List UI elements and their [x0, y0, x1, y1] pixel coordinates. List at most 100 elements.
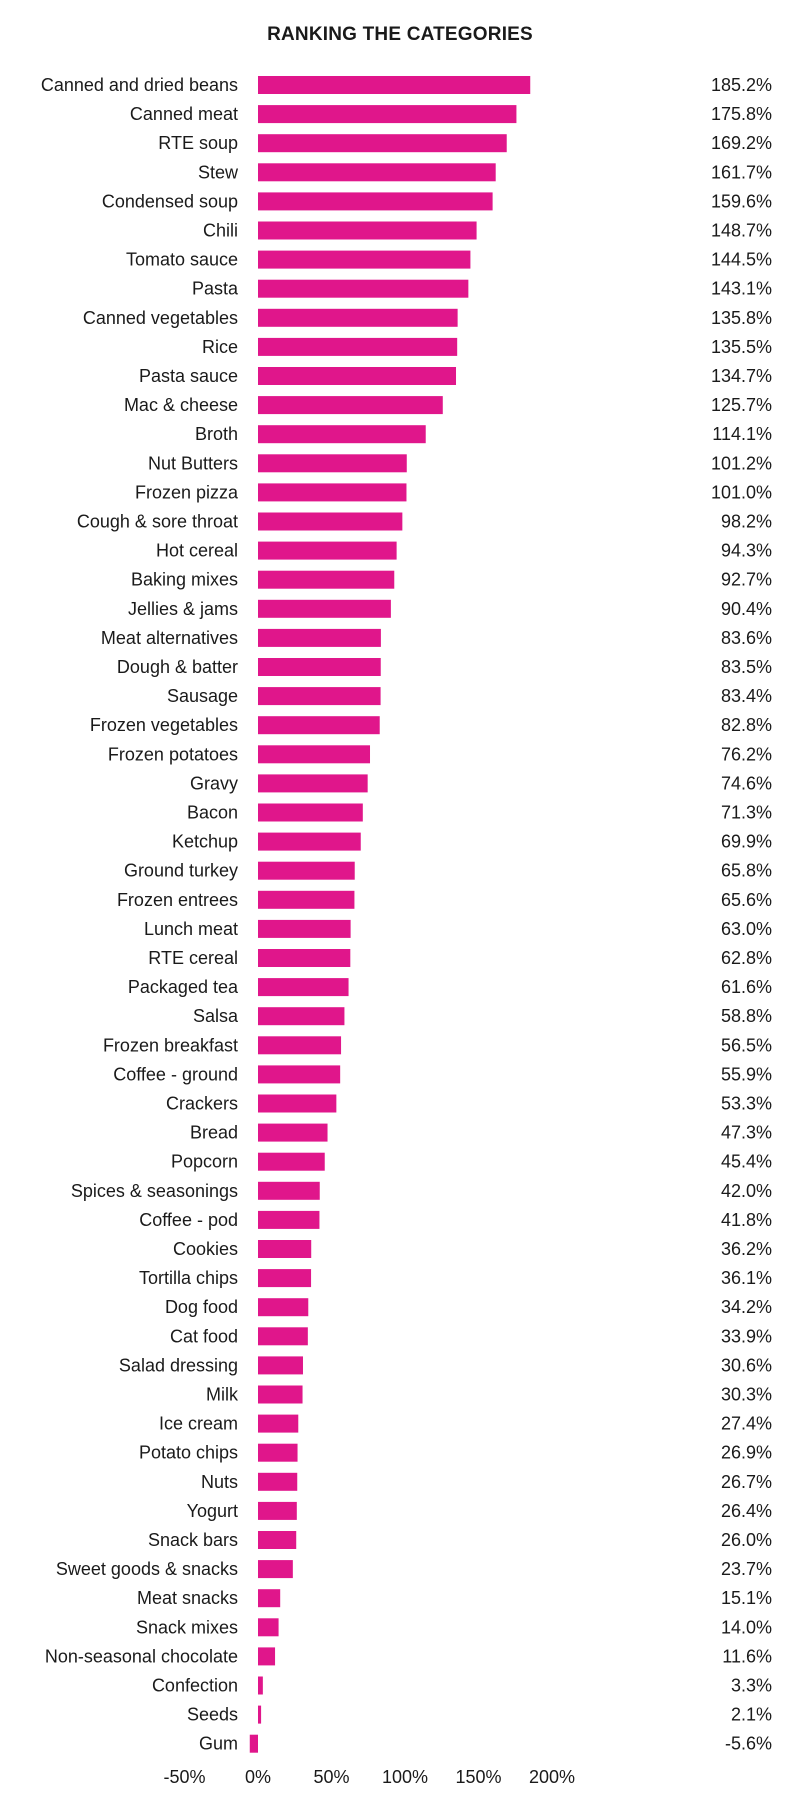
value-label: 185.2% [711, 75, 772, 95]
bar [258, 367, 457, 385]
category-label: Nuts [201, 1472, 238, 1492]
value-label: 94.3% [721, 541, 772, 561]
value-label: 30.6% [721, 1355, 772, 1375]
bar [258, 1210, 320, 1229]
bar [258, 1356, 303, 1375]
value-label: 26.9% [721, 1443, 772, 1463]
bar [258, 1152, 325, 1171]
category-label: Coffee - ground [113, 1064, 238, 1084]
value-label: -5.6% [725, 1734, 772, 1754]
bar [258, 1472, 298, 1491]
bar [258, 192, 493, 211]
category-label: Snack mixes [136, 1617, 238, 1637]
category-label: Spices & seasonings [71, 1181, 238, 1201]
value-label: 36.2% [721, 1239, 772, 1259]
value-label: 90.4% [721, 599, 772, 619]
category-label: Ketchup [172, 832, 238, 852]
value-label: 65.6% [721, 890, 772, 910]
value-label: 161.7% [711, 162, 772, 182]
bar [258, 1501, 297, 1520]
category-label: Packaged tea [128, 977, 239, 997]
category-label: Milk [206, 1385, 239, 1405]
category-label: Jellies & jams [128, 599, 238, 619]
value-label: 125.7% [711, 395, 772, 415]
bar [258, 1327, 308, 1346]
category-label: Sweet goods & snacks [56, 1559, 238, 1579]
value-label: 134.7% [711, 366, 772, 386]
value-label: 56.5% [721, 1035, 772, 1055]
x-tick-label: 100% [382, 1767, 428, 1787]
bar [258, 1443, 298, 1462]
bar [258, 279, 469, 298]
value-label: 148.7% [711, 221, 772, 241]
bar [258, 1269, 312, 1288]
bar [258, 1094, 337, 1113]
bar [258, 221, 477, 240]
category-label: Tortilla chips [139, 1268, 238, 1288]
bar [258, 396, 443, 415]
value-label: 53.3% [721, 1094, 772, 1114]
bar [258, 1618, 279, 1637]
bar [258, 512, 403, 531]
value-label: 42.0% [721, 1181, 772, 1201]
category-label: Potato chips [139, 1443, 238, 1463]
value-label: 47.3% [721, 1123, 772, 1143]
value-label: 83.5% [721, 657, 772, 677]
bar [258, 1647, 276, 1666]
bar [258, 134, 507, 153]
value-label: 14.0% [721, 1617, 772, 1637]
bar [258, 949, 351, 967]
value-label: 58.8% [721, 1006, 772, 1026]
value-label: 15.1% [721, 1588, 772, 1608]
value-label: 144.5% [711, 250, 772, 270]
value-label: 71.3% [721, 803, 772, 823]
value-label: 62.8% [721, 948, 772, 968]
category-label: Lunch meat [144, 919, 238, 939]
value-label: 135.8% [711, 308, 772, 328]
value-label: 175.8% [711, 104, 772, 124]
category-label: Bacon [187, 803, 238, 823]
category-label: Crackers [166, 1094, 238, 1114]
bar [258, 1298, 309, 1317]
bar [258, 1181, 320, 1200]
x-tick-label: 150% [455, 1767, 501, 1787]
bar [258, 454, 407, 473]
bar [258, 1065, 341, 1084]
value-label: 23.7% [721, 1559, 772, 1579]
value-label: 83.4% [721, 686, 772, 706]
bar [258, 599, 391, 618]
category-label: Coffee - pod [139, 1210, 238, 1230]
value-label: 69.9% [721, 832, 772, 852]
bar [258, 337, 458, 356]
category-label: Hot cereal [156, 541, 238, 561]
bar [258, 687, 381, 706]
category-label: Confection [152, 1676, 238, 1696]
category-label: Baking mixes [131, 570, 238, 590]
category-label: Sausage [167, 686, 238, 706]
value-label: 63.0% [721, 919, 772, 939]
x-tick-label: 0% [245, 1767, 271, 1787]
bar [258, 832, 361, 851]
value-label: 41.8% [721, 1210, 772, 1230]
bar [258, 890, 355, 909]
value-label: 74.6% [721, 773, 772, 793]
bar [258, 1531, 297, 1549]
bar [258, 1705, 262, 1724]
value-label: 26.4% [721, 1501, 772, 1521]
bar [258, 1414, 299, 1433]
category-label: Non-seasonal chocolate [45, 1646, 238, 1666]
value-label: 30.3% [721, 1385, 772, 1405]
category-label: Snack bars [148, 1530, 238, 1550]
category-label: Cat food [170, 1326, 238, 1346]
category-label: RTE cereal [148, 948, 238, 968]
category-label: Frozen breakfast [103, 1035, 238, 1055]
category-label: Gum [199, 1734, 238, 1754]
x-tick-label: -50% [163, 1767, 205, 1787]
value-label: 26.7% [721, 1472, 772, 1492]
value-label: 159.6% [711, 191, 772, 211]
value-label: 92.7% [721, 570, 772, 590]
category-label: Condensed soup [102, 191, 238, 211]
category-label: Salsa [193, 1006, 239, 1026]
value-label: 45.4% [721, 1152, 772, 1172]
